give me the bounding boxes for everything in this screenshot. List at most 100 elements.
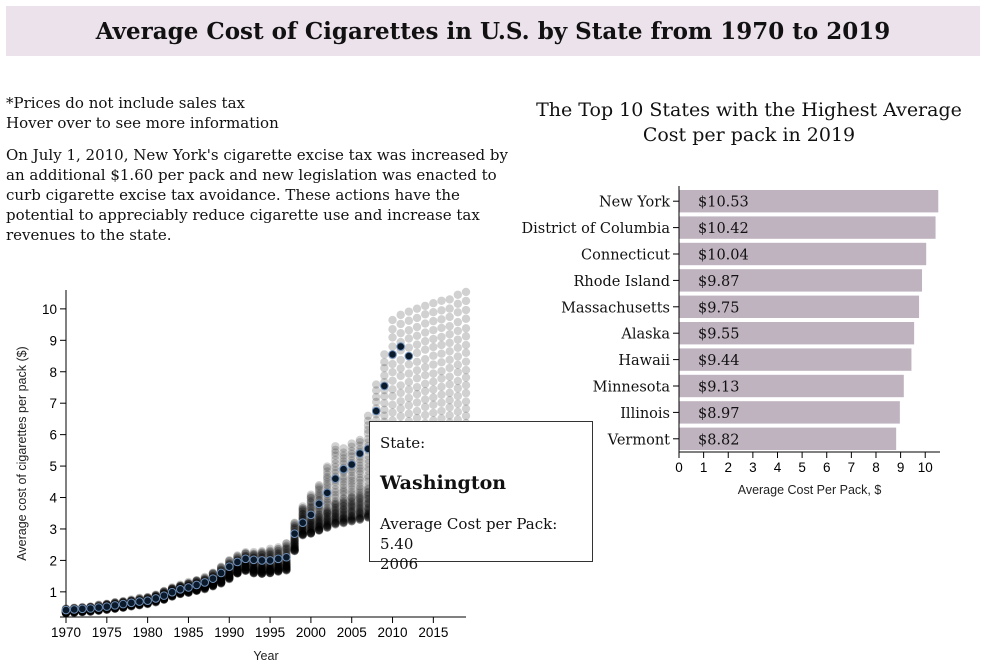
data-point[interactable] (323, 512, 332, 522)
data-point[interactable] (265, 566, 275, 576)
data-point[interactable] (347, 501, 356, 510)
data-point[interactable] (331, 512, 340, 521)
data-point[interactable] (331, 520, 340, 529)
data-point[interactable] (225, 573, 234, 583)
data-point[interactable] (282, 566, 291, 575)
data-point[interactable] (290, 537, 299, 546)
data-point[interactable] (282, 560, 291, 569)
data-point[interactable] (290, 542, 299, 552)
data-point[interactable] (380, 399, 389, 408)
data-point[interactable] (437, 406, 446, 416)
highlighted-point[interactable] (355, 449, 365, 458)
data-point[interactable] (274, 565, 283, 575)
data-point[interactable] (306, 518, 316, 527)
data-point[interactable] (323, 512, 332, 521)
data-point[interactable] (265, 544, 275, 554)
data-point[interactable] (265, 568, 275, 577)
data-point[interactable] (216, 574, 226, 584)
data-point[interactable] (372, 392, 381, 402)
data-point[interactable] (445, 330, 454, 339)
data-point[interactable] (225, 572, 234, 581)
data-point[interactable] (274, 562, 283, 571)
data-point[interactable] (314, 517, 324, 527)
data-point[interactable] (355, 509, 365, 519)
data-point[interactable] (241, 565, 250, 575)
data-point[interactable] (216, 579, 226, 588)
data-point[interactable] (298, 526, 307, 535)
data-point[interactable] (453, 376, 463, 386)
data-point[interactable] (298, 505, 307, 514)
data-point[interactable] (249, 564, 258, 574)
data-point[interactable] (331, 451, 340, 460)
data-point[interactable] (331, 516, 340, 525)
data-point[interactable] (331, 497, 340, 506)
data-point[interactable] (282, 542, 291, 551)
data-point[interactable] (216, 575, 226, 584)
data-point[interactable] (200, 584, 209, 593)
data-point[interactable] (241, 566, 250, 575)
data-point[interactable] (306, 521, 316, 530)
data-point[interactable] (314, 516, 324, 525)
data-point[interactable] (265, 566, 275, 575)
data-point[interactable] (323, 521, 332, 530)
data-point[interactable] (274, 566, 283, 575)
data-point[interactable] (412, 322, 422, 332)
data-point[interactable] (372, 380, 381, 389)
data-point[interactable] (461, 373, 471, 382)
data-point[interactable] (298, 504, 307, 513)
data-point[interactable] (347, 471, 356, 480)
data-point[interactable] (314, 517, 324, 527)
data-point[interactable] (257, 569, 267, 578)
data-point[interactable] (339, 517, 348, 526)
data-point[interactable] (216, 578, 226, 588)
data-point[interactable] (314, 525, 324, 534)
data-point[interactable] (282, 562, 291, 572)
data-point[interactable] (323, 520, 332, 529)
data-point[interactable] (347, 494, 356, 503)
data-point[interactable] (323, 482, 332, 491)
data-point[interactable] (298, 502, 307, 511)
data-point[interactable] (225, 572, 234, 582)
data-point[interactable] (265, 550, 275, 559)
data-point[interactable] (323, 497, 332, 506)
data-point[interactable] (298, 505, 307, 515)
data-point[interactable] (339, 518, 348, 528)
data-point[interactable] (290, 544, 299, 553)
data-point[interactable] (298, 509, 307, 519)
data-point[interactable] (445, 396, 454, 405)
data-point[interactable] (298, 525, 307, 535)
data-point[interactable] (225, 573, 234, 583)
data-point[interactable] (282, 566, 291, 575)
data-point[interactable] (225, 573, 234, 582)
data-point[interactable] (347, 507, 356, 517)
data-point[interactable] (249, 568, 258, 578)
data-point[interactable] (282, 560, 291, 569)
data-point[interactable] (388, 325, 397, 334)
data-point[interactable] (314, 522, 324, 531)
data-point[interactable] (249, 563, 258, 572)
data-point[interactable] (290, 545, 299, 554)
data-point[interactable] (453, 343, 463, 352)
data-point[interactable] (323, 522, 332, 531)
data-point[interactable] (347, 452, 356, 461)
data-point[interactable] (355, 515, 365, 524)
data-point[interactable] (265, 563, 275, 572)
data-point[interactable] (290, 536, 299, 545)
data-point[interactable] (208, 580, 218, 589)
data-point[interactable] (355, 515, 365, 524)
data-point[interactable] (216, 577, 226, 587)
data-point[interactable] (314, 512, 324, 522)
data-point[interactable] (225, 571, 234, 580)
data-point[interactable] (233, 564, 242, 573)
data-point[interactable] (331, 513, 340, 523)
data-point[interactable] (314, 490, 324, 499)
data-point[interactable] (323, 477, 332, 487)
data-point[interactable] (274, 564, 283, 573)
data-point[interactable] (339, 506, 348, 515)
data-point[interactable] (355, 458, 365, 467)
data-point[interactable] (323, 518, 332, 527)
data-point[interactable] (290, 545, 299, 555)
data-point[interactable] (257, 568, 267, 577)
data-point[interactable] (314, 485, 324, 495)
data-point[interactable] (429, 308, 438, 317)
